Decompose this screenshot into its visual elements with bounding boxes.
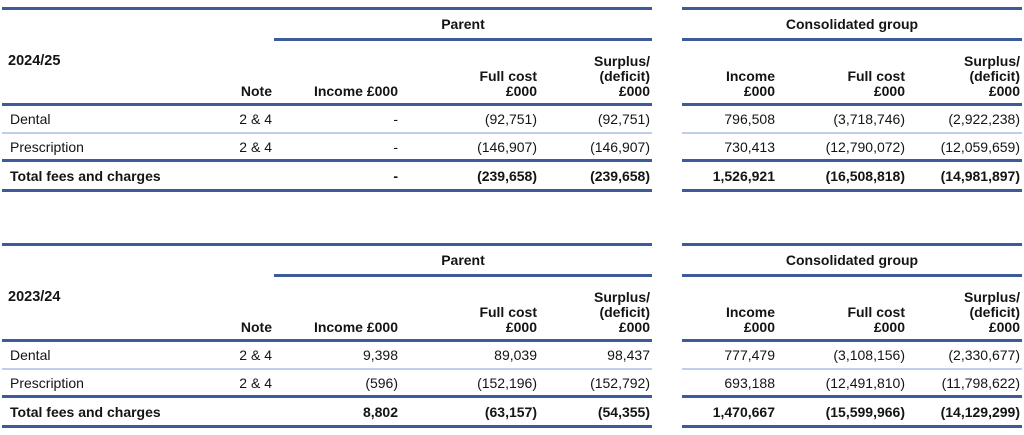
table-row-prescription: Prescription 2 & 4 - (146,907) (146,907) — [2, 134, 652, 162]
group-income-cell: 693,188 — [724, 374, 775, 391]
table-row-total: Total fees and charges 8,802 (63,157) (5… — [2, 398, 652, 428]
row-label: Dental — [10, 111, 51, 127]
group-section: Consolidated group Income £000 Full cost… — [682, 7, 1022, 192]
parent-income-header: Income £000 — [313, 320, 398, 335]
note-column-header: Note — [240, 84, 272, 99]
year-label: 2023/24 — [8, 289, 61, 305]
parent-surplus-cell: (239,658) — [590, 167, 650, 184]
group-income-header: Income £000 — [725, 305, 775, 335]
group-heading-band: Consolidated group — [682, 7, 1022, 41]
parent-heading-text: Parent — [441, 16, 485, 32]
row-label: Dental — [10, 347, 51, 363]
parent-fullcost-cell: 89,039 — [494, 347, 537, 363]
parent-fullcost-cell: (63,157) — [484, 403, 537, 420]
group-surplus-header: Surplus/ (deficit) £000 — [963, 54, 1020, 99]
row-label: Prescription — [10, 374, 84, 391]
parent-heading: Parent — [274, 10, 652, 41]
group-fullcost-cell: (12,790,072) — [825, 138, 905, 155]
group-income-cell: 730,413 — [724, 138, 775, 155]
table-row-dental: Dental 2 & 4 - (92,751) (92,751) — [2, 106, 652, 134]
parent-heading-band: Parent — [2, 7, 652, 41]
group-heading-text: Consolidated group — [785, 16, 919, 32]
row-label: Total fees and charges — [10, 167, 161, 184]
parent-column-headers: Note Income £000 Full cost £000 Surplus/… — [2, 41, 652, 106]
group-income-cell: 1,470,667 — [712, 403, 775, 420]
group-fullcost-cell: (15,599,966) — [825, 403, 905, 420]
parent-surplus-cell: (152,792) — [590, 374, 650, 391]
parent-heading-band: Parent — [2, 243, 652, 277]
parent-income-cell: - — [393, 167, 398, 184]
parent-fullcost-header: Full cost £000 — [479, 305, 537, 335]
parent-surplus-header: Surplus/ (deficit) £000 — [593, 290, 650, 335]
group-income-cell: 796,508 — [724, 111, 775, 127]
group-surplus-cell: (14,981,897) — [940, 167, 1020, 184]
table-row-prescription: Prescription 2 & 4 (596) (152,196) (152,… — [2, 370, 652, 398]
parent-income-cell: - — [393, 111, 398, 127]
group-column-headers: Income £000 Full cost £000 Surplus/ (def… — [682, 41, 1022, 106]
parent-section: 2023/24 Parent Note Income £000 Full cos… — [2, 243, 652, 428]
parent-surplus-cell: (92,751) — [597, 111, 650, 127]
parent-income-cell: (596) — [365, 374, 398, 391]
group-income-cell: 777,479 — [724, 347, 775, 363]
table-row-total: 1,526,921 (16,508,818) (14,981,897) — [682, 162, 1022, 192]
note-cell: 2 & 4 — [239, 374, 272, 391]
parent-fullcost-cell: (146,907) — [477, 138, 537, 155]
year-label: 2024/25 — [8, 53, 61, 69]
group-income-cell: 1,526,921 — [712, 167, 775, 184]
fees-table-2023-24: 2023/24 Parent Note Income £000 Full cos… — [2, 243, 1024, 428]
parent-income-cell: 8,802 — [362, 403, 398, 420]
note-column-header: Note — [240, 320, 272, 335]
group-fullcost-cell: (12,491,810) — [825, 374, 905, 391]
note-cell: 2 & 4 — [239, 138, 272, 155]
group-surplus-header: Surplus/ (deficit) £000 — [963, 290, 1020, 335]
group-heading-text: Consolidated group — [785, 252, 919, 268]
group-heading-band: Consolidated group — [682, 243, 1022, 277]
note-cell: 2 & 4 — [239, 347, 272, 363]
parent-heading: Parent — [274, 246, 652, 277]
parent-fullcost-cell: (92,751) — [484, 111, 537, 127]
group-income-header: Income £000 — [725, 69, 775, 99]
parent-income-cell: - — [393, 138, 398, 155]
table-row-prescription: 693,188 (12,491,810) (11,798,622) — [682, 370, 1022, 398]
table-row-dental: 796,508 (3,718,746) (2,922,238) — [682, 106, 1022, 134]
group-column-headers: Income £000 Full cost £000 Surplus/ (def… — [682, 277, 1022, 342]
group-fullcost-header: Full cost £000 — [847, 69, 905, 99]
row-label: Prescription — [10, 138, 84, 155]
group-surplus-cell: (2,922,238) — [948, 111, 1020, 127]
table-row-dental: Dental 2 & 4 9,398 89,039 98,437 — [2, 342, 652, 370]
group-surplus-cell: (12,059,659) — [940, 138, 1020, 155]
note-cell: 2 & 4 — [239, 111, 272, 127]
parent-fullcost-cell: (152,196) — [477, 374, 537, 391]
table-row-total: 1,470,667 (15,599,966) (14,129,299) — [682, 398, 1022, 428]
parent-surplus-cell: (54,355) — [597, 403, 650, 420]
parent-income-header: Income £000 — [313, 84, 398, 99]
fees-table-2024-25: 2024/25 Parent Note Income £000 Full cos… — [2, 7, 1024, 192]
parent-column-headers: Note Income £000 Full cost £000 Surplus/… — [2, 277, 652, 342]
table-row-total: Total fees and charges - (239,658) (239,… — [2, 162, 652, 192]
table-row-prescription: 730,413 (12,790,072) (12,059,659) — [682, 134, 1022, 162]
parent-section: 2024/25 Parent Note Income £000 Full cos… — [2, 7, 652, 192]
group-fullcost-cell: (16,508,818) — [825, 167, 905, 184]
group-section: Consolidated group Income £000 Full cost… — [682, 243, 1022, 428]
table-row-dental: 777,479 (3,108,156) (2,330,677) — [682, 342, 1022, 370]
parent-surplus-header: Surplus/ (deficit) £000 — [593, 54, 650, 99]
parent-income-cell: 9,398 — [362, 347, 398, 363]
group-fullcost-cell: (3,718,746) — [833, 111, 905, 127]
parent-heading-text: Parent — [441, 252, 485, 268]
group-surplus-cell: (11,798,622) — [941, 374, 1020, 391]
group-surplus-cell: (14,129,299) — [940, 403, 1020, 420]
group-fullcost-cell: (3,108,156) — [833, 347, 905, 363]
group-surplus-cell: (2,330,677) — [948, 347, 1020, 363]
parent-surplus-cell: 98,437 — [607, 347, 650, 363]
parent-fullcost-header: Full cost £000 — [479, 69, 537, 99]
group-fullcost-header: Full cost £000 — [847, 305, 905, 335]
row-label: Total fees and charges — [10, 403, 161, 420]
parent-surplus-cell: (146,907) — [590, 138, 650, 155]
parent-fullcost-cell: (239,658) — [477, 167, 537, 184]
